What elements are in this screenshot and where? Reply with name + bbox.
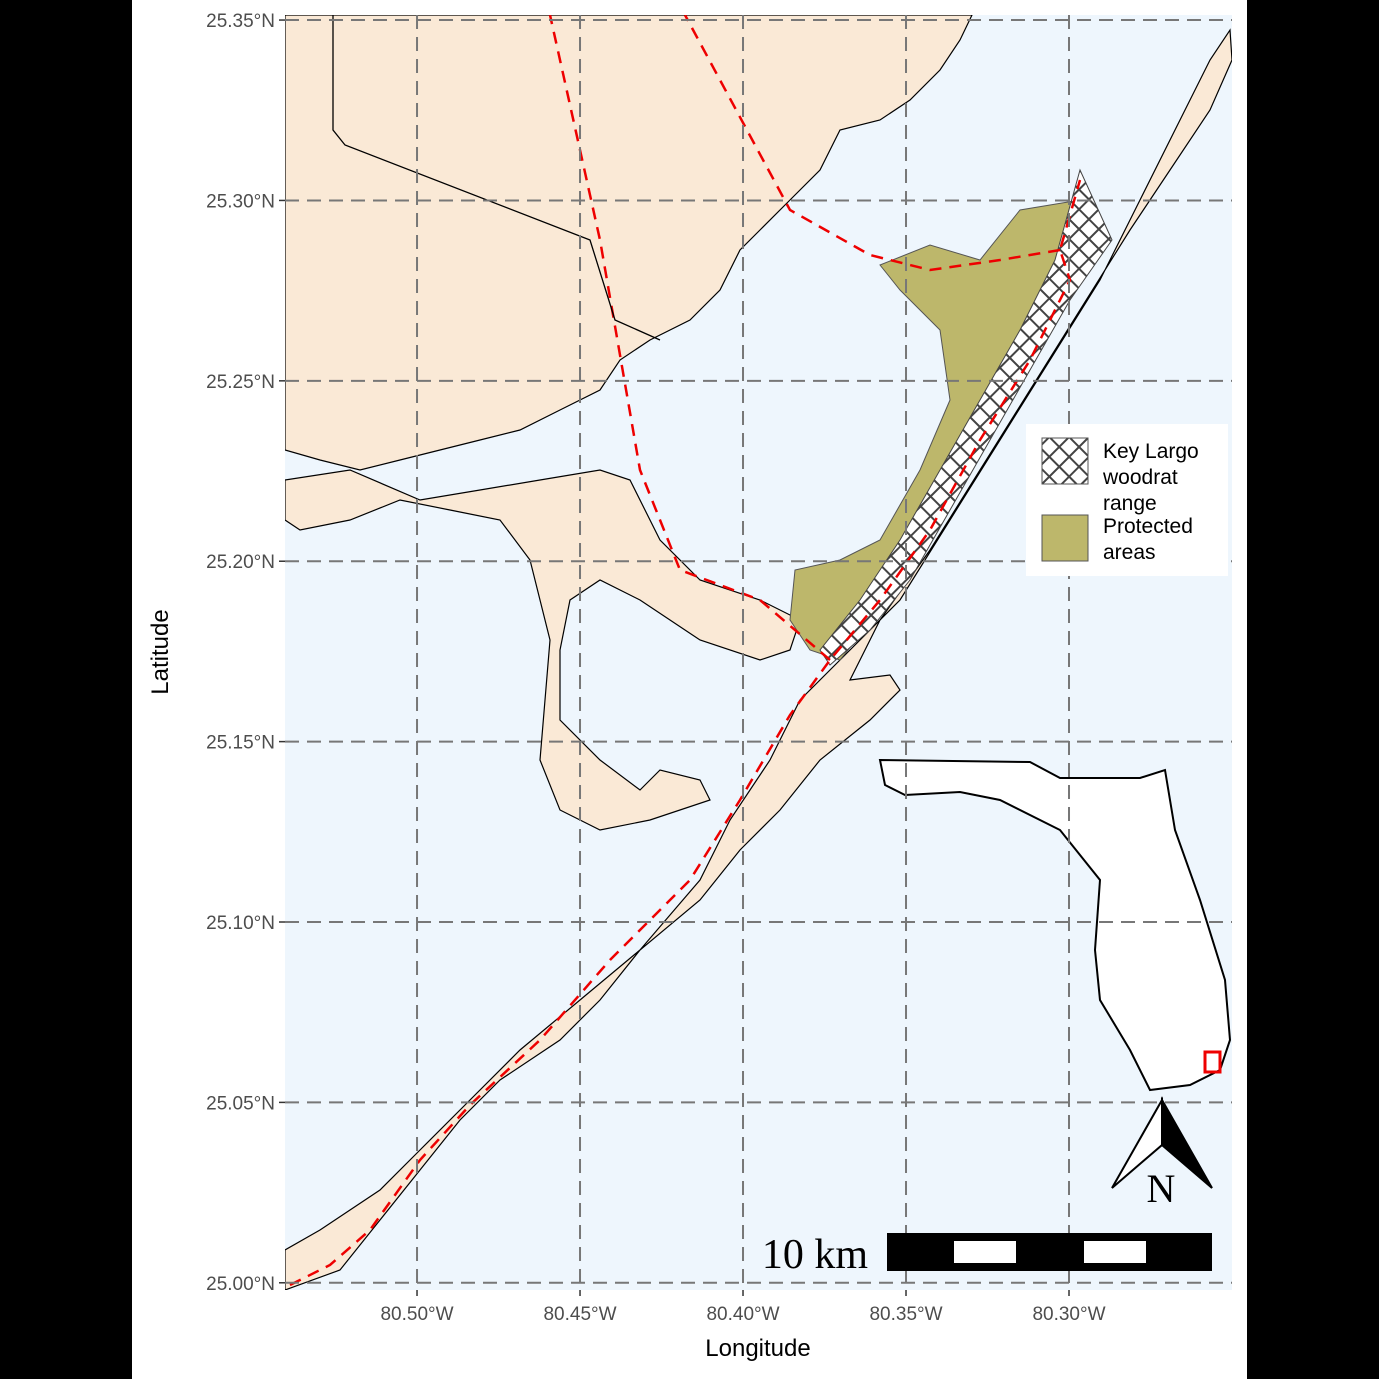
scale-bar	[887, 1233, 1212, 1271]
y-axis-title: Latitude	[147, 609, 174, 694]
florida-inset	[878, 758, 1232, 1092]
grid	[285, 15, 1232, 1290]
legend-key	[1041, 514, 1089, 562]
mainland	[285, 15, 973, 471]
x-tick-label: 80.35°W	[869, 1304, 942, 1325]
legend-key	[1041, 437, 1089, 485]
y-tick-label: 25.15°N	[206, 733, 275, 754]
road	[289, 15, 1082, 1287]
north-arrow	[1161, 1096, 1213, 1189]
y-tick-label: 25.05°N	[206, 1093, 275, 1114]
county-boundary	[332, 15, 661, 341]
inset-locator	[1203, 1050, 1222, 1074]
y-tick-label: 25.35°N	[206, 11, 275, 32]
y-tick-label: 25.20°N	[206, 552, 275, 573]
y-tick-label: 25.25°N	[206, 372, 275, 393]
x-tick-label: 80.45°W	[543, 1304, 616, 1325]
woodrat-range	[819, 168, 1113, 666]
x-tick-label: 80.30°W	[1032, 1304, 1105, 1325]
north-label: N	[1147, 1166, 1176, 1211]
map-area	[285, 15, 1232, 1290]
scale-label: 10 km	[762, 1232, 869, 1278]
x-axis-title: Longitude	[705, 1335, 810, 1362]
keys	[285, 28, 1232, 1290]
y-tick-label: 25.00°N	[206, 1274, 275, 1295]
legend-label: Protected	[1103, 515, 1193, 538]
x-tick-label: 80.50°W	[380, 1304, 453, 1325]
legend-label: woodrat	[1102, 466, 1178, 489]
legend-label: range	[1103, 492, 1157, 515]
y-tick-label: 25.10°N	[206, 913, 275, 934]
shoreline-islands	[285, 469, 801, 831]
legend-label: Key Largo	[1103, 440, 1199, 463]
y-tick-label: 25.30°N	[206, 191, 275, 212]
x-tick-label: 80.40°W	[706, 1304, 779, 1325]
legend-label: areas	[1103, 541, 1156, 564]
